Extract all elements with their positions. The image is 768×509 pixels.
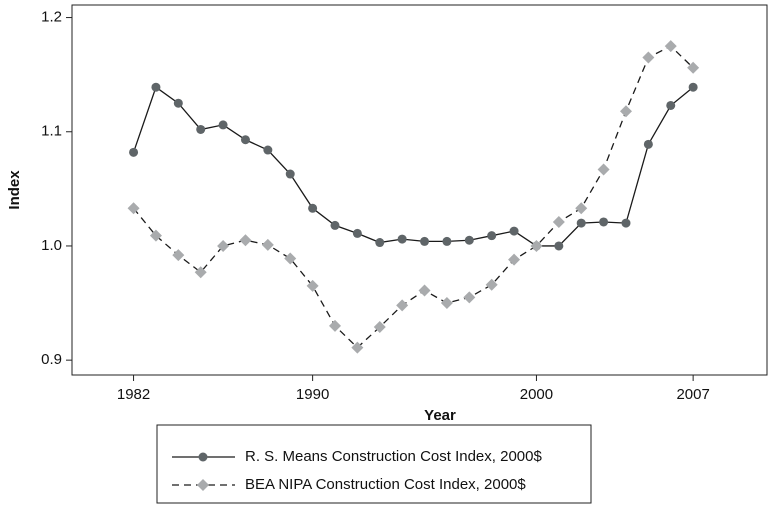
data-point bbox=[552, 215, 565, 228]
x-tick-label: 1990 bbox=[296, 386, 329, 403]
data-point bbox=[151, 82, 161, 92]
y-tick-label: 1.1 bbox=[41, 123, 62, 140]
y-tick-label: 1.2 bbox=[41, 9, 62, 26]
y-tick-label: 0.9 bbox=[41, 351, 62, 368]
data-point bbox=[240, 135, 250, 145]
data-point bbox=[463, 291, 476, 304]
data-point bbox=[418, 284, 431, 297]
data-point bbox=[643, 139, 653, 149]
data-point bbox=[642, 51, 655, 64]
legend-box bbox=[156, 424, 592, 504]
data-point bbox=[375, 238, 385, 248]
series-line bbox=[133, 45, 694, 349]
data-point bbox=[306, 279, 319, 292]
plot-frame bbox=[71, 4, 768, 376]
data-point bbox=[530, 239, 543, 252]
data-point bbox=[351, 341, 364, 354]
y-tick-label: 1.0 bbox=[41, 237, 62, 254]
data-point bbox=[330, 220, 340, 230]
data-point bbox=[239, 234, 252, 247]
data-point bbox=[599, 217, 609, 227]
data-point bbox=[442, 236, 452, 246]
data-point bbox=[440, 297, 453, 310]
data-point bbox=[508, 253, 521, 266]
data-point bbox=[664, 40, 677, 53]
y-axis-label: Index bbox=[6, 170, 23, 210]
data-point bbox=[352, 228, 362, 238]
data-point bbox=[196, 124, 206, 134]
data-point bbox=[396, 299, 409, 312]
data-point bbox=[284, 252, 297, 265]
data-point bbox=[575, 202, 588, 215]
x-tick-label: 2000 bbox=[520, 386, 553, 403]
data-point bbox=[129, 147, 139, 157]
legend-marker bbox=[198, 452, 208, 462]
data-point bbox=[597, 163, 610, 176]
data-point bbox=[194, 266, 207, 279]
data-point bbox=[261, 238, 274, 251]
data-point bbox=[149, 229, 162, 242]
legend-marker bbox=[197, 479, 209, 491]
data-point bbox=[127, 202, 140, 215]
data-point bbox=[263, 145, 273, 155]
data-point bbox=[666, 100, 676, 110]
data-point bbox=[397, 234, 407, 244]
data-point bbox=[554, 241, 564, 251]
x-tick-label: 2007 bbox=[676, 386, 709, 403]
x-tick-label: 1982 bbox=[117, 386, 150, 403]
data-point bbox=[487, 231, 497, 241]
data-point bbox=[373, 321, 386, 334]
series-line bbox=[132, 86, 694, 247]
data-point bbox=[329, 319, 342, 332]
data-point bbox=[172, 249, 185, 262]
data-point bbox=[285, 169, 295, 179]
data-point bbox=[464, 235, 474, 245]
data-point bbox=[621, 218, 631, 228]
legend-label: BEA NIPA Construction Cost Index, 2000$ bbox=[245, 476, 526, 493]
legend-label: R. S. Means Construction Cost Index, 200… bbox=[245, 448, 542, 465]
x-axis-label: Year bbox=[424, 407, 456, 424]
data-point bbox=[509, 226, 519, 236]
data-point bbox=[688, 82, 698, 92]
data-point bbox=[217, 239, 230, 252]
data-point bbox=[308, 203, 318, 213]
data-point bbox=[576, 218, 586, 228]
data-point bbox=[485, 278, 498, 291]
data-point bbox=[420, 236, 430, 246]
data-point bbox=[619, 105, 632, 118]
data-point bbox=[218, 120, 228, 130]
data-point bbox=[173, 98, 183, 108]
data-point bbox=[687, 61, 700, 74]
